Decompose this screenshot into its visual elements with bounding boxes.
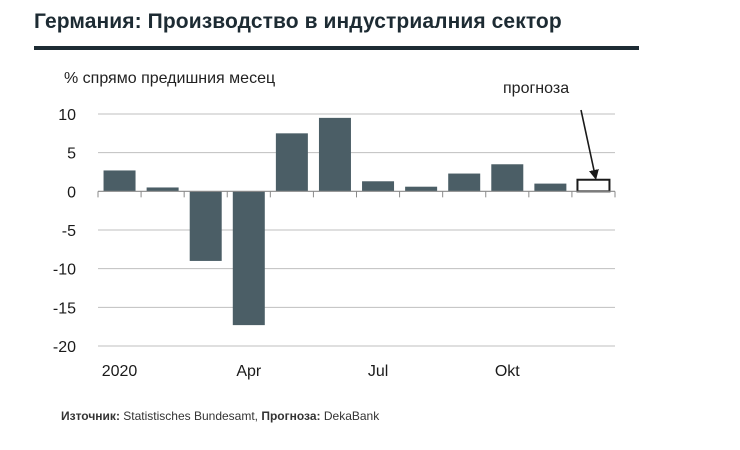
grid: [98, 113, 615, 347]
bar: [491, 164, 524, 192]
source-value: Statistisches Bundesamt,: [119, 409, 262, 423]
bars: [103, 117, 611, 326]
y-tick-label: 10: [58, 107, 76, 124]
y-tick-label: 0: [67, 184, 76, 201]
forecast-bar: [576, 178, 611, 193]
y-tick-label: -5: [62, 223, 76, 240]
bar: [189, 191, 222, 261]
source-label: Източник:: [61, 409, 120, 423]
bar: [405, 186, 438, 192]
y-tick-label: -20: [53, 339, 76, 356]
axes: 10 5 0 -5 -10 -15 -20 2020 Apr Jul Okt: [53, 107, 616, 380]
y-axis-label: % спрямо предишния месец: [64, 70, 276, 87]
title-rule: [34, 46, 639, 50]
bar: [103, 170, 136, 192]
bar: [534, 183, 567, 192]
forecast-source-label: Прогноза:: [261, 409, 321, 423]
bar: [318, 117, 351, 192]
y-tick-label: -10: [53, 262, 76, 279]
forecast-annotation: прогноза: [503, 80, 570, 97]
chart-title: Германия: Производство в индустриалния с…: [34, 10, 562, 33]
bar: [232, 191, 265, 326]
bar: [146, 187, 179, 192]
x-tick-label: Apr: [236, 363, 262, 380]
bar: [362, 181, 395, 192]
bar: [448, 173, 481, 192]
bar: [275, 133, 308, 192]
source-note: Източник: Statistisches Bundesamt, Прогн…: [61, 409, 379, 423]
forecast-source-value: DekaBank: [320, 409, 380, 423]
x-tick-label: Jul: [368, 363, 388, 380]
x-tick-label: 2020: [102, 363, 138, 380]
y-tick-label: -15: [53, 300, 76, 317]
y-tick-label: 5: [67, 146, 76, 163]
x-tick-label: Okt: [495, 363, 520, 380]
forecast-arrow: [580, 109, 599, 180]
